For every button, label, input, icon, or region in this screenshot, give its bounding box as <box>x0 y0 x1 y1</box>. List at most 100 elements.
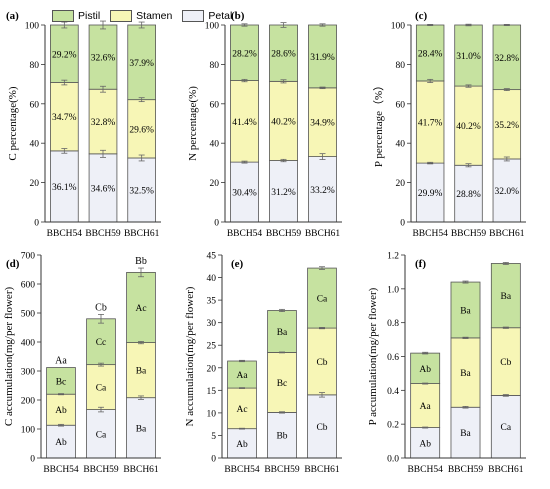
bar-petal-bbch54 <box>46 424 76 459</box>
bar-stamen-bbch61 <box>127 99 156 159</box>
bar-stamen-bbch54 <box>230 80 259 163</box>
x-tick-label-bbch61: BBCH61 <box>488 465 524 475</box>
bar-petal-bbch59 <box>88 153 118 223</box>
bar-pistil-bbch59 <box>86 318 116 366</box>
bar-label-pistil-bbch61: 37.9% <box>129 59 154 69</box>
x-tick-label-bbch59: BBCH59 <box>85 229 121 239</box>
bar-label-petal-bbch54: Ab <box>236 440 248 450</box>
panel-c: (c) P percentage（%） 0 20 40 60 80 100 29.9% 41.7%… <box>372 10 526 239</box>
bar-label-stamen-bbch61: 34.9% <box>310 119 335 129</box>
bar-label-petal-bbch54: Ab <box>55 438 67 448</box>
bar-stamen-bbch61 <box>126 342 156 399</box>
y-tick-label: 60 <box>396 100 406 110</box>
y-tick-label: 45 <box>207 252 217 262</box>
y-tick-label: 20 <box>30 179 40 189</box>
y-tick-label: 0.8 <box>387 319 399 329</box>
significance-letter-bbch61: Bb <box>135 256 147 267</box>
bar-label-pistil-bbch59: 31.0% <box>456 52 481 62</box>
bar-stamen-bbch54 <box>46 393 76 426</box>
legend-swatch-petal <box>182 10 205 22</box>
y-tick-label: 0 <box>400 219 405 229</box>
bar-label-petal-bbch59: 34.6% <box>91 184 116 194</box>
bar-label-pistil-bbch59: 28.6% <box>271 50 296 60</box>
bar-label-petal-bbch54: 36.1% <box>52 183 77 193</box>
y-tick-label: 80 <box>30 61 40 71</box>
y-axis-label: N accumulation(mg/per flower) <box>184 286 196 426</box>
bar-label-stamen-bbch59: Ba <box>460 369 471 379</box>
legend-item-pistil: Pistil <box>52 10 100 22</box>
y-tick-label: 0 <box>211 455 216 465</box>
bar-label-stamen-bbch59: Bc <box>277 379 288 389</box>
bar-stamen-bbch54 <box>50 82 79 152</box>
bar-label-pistil-bbch59: 32.6% <box>91 54 116 64</box>
y-tick-label: 20 <box>210 179 220 189</box>
y-axis-label: P accumulation(mg/per flower) <box>367 287 379 425</box>
bar-label-petal-bbch59: Ba <box>460 429 471 439</box>
x-tick-label-bbch59: BBCH59 <box>266 229 302 239</box>
bar-label-petal-bbch61: Cb <box>316 423 327 433</box>
y-tick-label: 0.6 <box>387 353 399 363</box>
bar-label-pistil-bbch54: Ab <box>419 365 431 375</box>
legend-label-petal: Petal <box>208 10 233 22</box>
bar-stamen-bbch54 <box>410 383 441 428</box>
x-tick-label-bbch59: BBCH59 <box>448 465 484 475</box>
y-tick-label: 0 <box>30 455 35 465</box>
bar-petal-bbch59 <box>450 406 481 459</box>
x-tick-label-bbch59: BBCH59 <box>451 229 487 239</box>
bar-stamen-bbch59 <box>269 80 298 161</box>
bar-label-pistil-bbch54: Aa <box>236 371 248 381</box>
panel-label: (c) <box>415 10 428 22</box>
legend: Pistil Stamen Petal <box>52 8 242 24</box>
x-tick-label-bbch54: BBCH54 <box>224 465 260 475</box>
panel-d: (d) C accumulation(mg/per flower) 0 100 200 3… <box>3 252 161 475</box>
bar-petal-bbch54 <box>410 427 441 459</box>
y-tick-label: 400 <box>21 339 36 349</box>
y-axis-label: N percentage(%) <box>187 86 199 161</box>
y-tick-label: 20 <box>207 364 217 374</box>
bar-stamen-bbch54 <box>227 387 257 430</box>
bar-pistil-bbch59 <box>269 24 298 82</box>
bar-label-petal-bbch59: Bb <box>276 432 287 442</box>
y-tick-label: 20 <box>396 179 406 189</box>
bar-label-stamen-bbch54: Aa <box>420 402 432 412</box>
bar-label-stamen-bbch61: 35.2% <box>495 121 520 131</box>
legend-item-petal: Petal <box>182 10 232 22</box>
bar-label-stamen-bbch54: 41.7% <box>418 119 443 129</box>
bar-petal-bbch54 <box>227 428 257 459</box>
bar-petal-bbch61 <box>308 156 337 223</box>
legend-swatch-pistil <box>52 10 74 22</box>
bar-pistil-bbch54 <box>50 24 79 83</box>
bar-label-pistil-bbch61: Ac <box>135 304 146 314</box>
bar-label-petal-bbch59: 28.8% <box>456 190 481 200</box>
bar-label-petal-bbch59: 31.2% <box>271 188 296 198</box>
panel-label: (b) <box>231 10 245 22</box>
bar-petal-bbch59 <box>267 412 297 459</box>
x-tick-label-bbch54: BBCH54 <box>47 229 83 239</box>
bar-label-petal-bbch61: Ca <box>501 423 512 433</box>
legend-swatch-stamen <box>110 10 133 22</box>
bar-pistil-bbch54 <box>46 367 76 395</box>
y-tick-label: 35 <box>207 297 217 307</box>
x-tick-label-bbch54: BBCH54 <box>227 229 263 239</box>
y-tick-label: 700 <box>21 252 36 262</box>
bar-petal-bbch59 <box>86 409 116 459</box>
bar-label-pistil-bbch61: 32.8% <box>495 54 520 64</box>
bar-petal-bbch61 <box>492 158 522 223</box>
y-tick-label: 5 <box>211 432 216 442</box>
bar-label-pistil-bbch61: Ba <box>501 292 512 302</box>
y-tick-label: 100 <box>391 22 406 32</box>
panel-label: (e) <box>231 258 244 270</box>
bar-petal-bbch61 <box>127 157 156 223</box>
y-tick-label: 25 <box>207 342 217 352</box>
significance-letter-bbch54: Aa <box>55 356 67 367</box>
bar-label-stamen-bbch59: 40.2% <box>456 122 481 132</box>
x-tick-label-bbch54: BBCH54 <box>407 465 443 475</box>
x-tick-label-bbch61: BBCH61 <box>489 229 525 239</box>
y-tick-label: 30 <box>207 319 217 329</box>
bar-label-petal-bbch61: 33.2% <box>310 186 335 196</box>
x-tick-label-bbch61: BBCH61 <box>123 465 159 475</box>
legend-item-stamen: Stamen <box>110 10 172 22</box>
y-tick-label: 0.0 <box>387 455 399 465</box>
x-tick-label-bbch61: BBCH61 <box>304 465 340 475</box>
